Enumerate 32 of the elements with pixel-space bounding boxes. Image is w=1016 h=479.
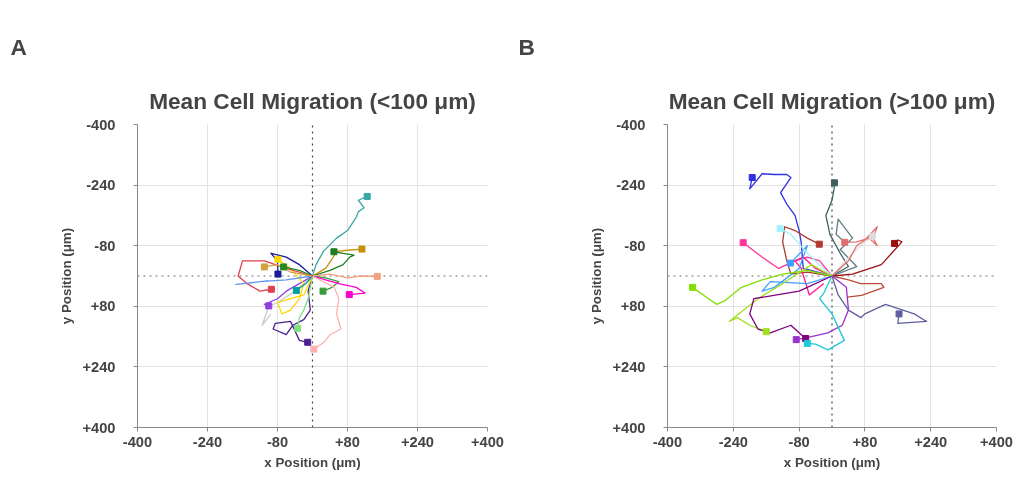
x-tick-label: -240 (718, 433, 748, 450)
y-axis-title: y Position (μm) (589, 227, 605, 325)
y-tick-label: -400 (616, 116, 646, 133)
chart-title: Mean Cell Migration (<100 μm) (149, 87, 476, 114)
x-tick-label: -400 (122, 433, 153, 450)
chart-title: Mean Cell Migration (>100 μm) (668, 87, 996, 114)
y-tick-label: +80 (90, 298, 116, 315)
y-tick-label: -80 (624, 237, 646, 254)
y-tick-label: +80 (620, 298, 646, 315)
x-tick-label: -400 (652, 433, 683, 450)
text: B (518, 33, 535, 60)
y-tick-label: -240 (616, 177, 646, 194)
x-axis-title: x Position (μm) (264, 454, 361, 470)
x-tick-label: +80 (852, 433, 878, 450)
y-tick-label: -240 (86, 177, 116, 194)
text: A (10, 33, 27, 60)
y-tick-label: +240 (82, 358, 116, 375)
y-tick-label: +240 (612, 358, 646, 375)
x-axis-title: x Position (μm) (783, 454, 881, 470)
y-tick-label: +400 (612, 419, 646, 436)
x-tick-label: +400 (979, 433, 1014, 450)
x-tick-label: -240 (192, 433, 223, 450)
x-tick-label: +80 (335, 433, 360, 450)
y-tick-label: -80 (94, 237, 116, 254)
x-tick-label: -80 (788, 433, 810, 450)
y-tick-label: +400 (82, 419, 116, 436)
x-tick-label: -80 (266, 433, 289, 450)
x-tick-label: +400 (470, 433, 505, 450)
x-tick-label: +240 (914, 433, 948, 450)
x-tick-label: +240 (400, 433, 435, 450)
y-tick-label: -400 (86, 116, 116, 133)
y-axis-title: y Position (μm) (59, 227, 75, 325)
